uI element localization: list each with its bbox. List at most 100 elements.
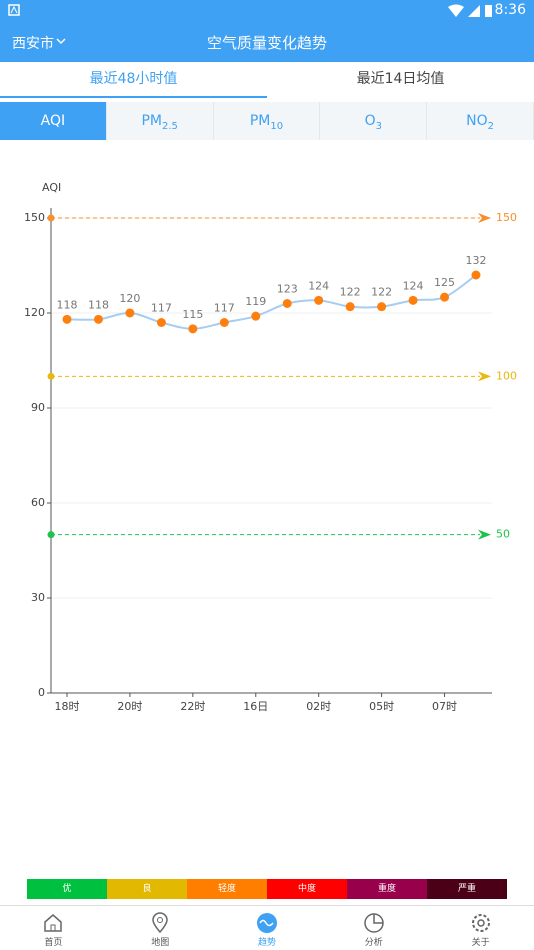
pollutant-tab[interactable]: PM2.5 [107,102,214,140]
pollutant-tab[interactable]: O3 [320,102,428,140]
level-swatch: 中度 [267,879,347,899]
x-tick-label: 20时 [117,700,142,713]
reference-dot [47,214,55,222]
level-swatch: 重度 [347,879,427,899]
status-icons [448,4,492,17]
nav-icon [320,912,427,934]
y-tick-label: 0 [38,686,45,699]
reference-dot [47,531,55,539]
data-label: 120 [119,292,140,305]
period-tab[interactable]: 最近48小时值 [0,62,267,98]
data-label: 117 [151,302,172,315]
nav-item[interactable]: 趋势 [214,906,321,950]
bottom-nav: 首页 地图 趋势 分析 关于 [0,905,534,950]
nav-item[interactable]: 分析 [320,906,427,950]
level-legend: 优良轻度 中度 重度 严重 [27,879,507,899]
reference-label: 150 [496,211,517,224]
data-point [440,292,450,302]
pollutant-tab[interactable]: NO2 [427,102,534,140]
data-point [125,308,135,318]
tab-subscript: 3 [375,120,382,132]
icon [471,914,490,932]
data-label: 119 [245,295,266,308]
tab-label: PM [249,113,271,129]
tab-label: O [364,113,376,129]
data-point [93,314,103,324]
reference-arrow [478,371,491,382]
y-tick-label: 60 [31,496,45,509]
nav-label: 关于 [471,938,490,948]
y-axis-label: AQI [42,181,61,194]
data-label: 132 [466,254,487,267]
pollutant-tabs: AQI PM2.5 PM10 O3 NO2 [0,102,534,140]
x-tick-label: 02时 [306,700,331,713]
y-tick-label: 150 [24,211,45,224]
data-label: 122 [371,286,392,299]
pollutant-tab[interactable]: AQI [0,102,107,140]
nav-icon [107,912,214,934]
tab-subscript: 2 [487,120,495,132]
nav-item[interactable]: 地图 [107,906,214,950]
dropdown-icon [56,38,66,45]
level-swatch: 良 [107,879,187,899]
data-label: 115 [182,308,203,321]
nav-item[interactable]: 关于 [427,906,534,950]
data-point [188,324,198,334]
data-point [314,295,324,305]
nav-icon [0,912,107,934]
app-icon [8,4,20,16]
y-tick-label: 120 [24,306,45,319]
data-label: 124 [403,279,424,292]
data-point [219,318,229,327]
tab-label: NO [466,113,488,129]
data-point [345,302,355,312]
reference-arrow [478,529,491,540]
level-swatch: 严重 [427,879,507,899]
level-swatch: 轻度 [187,879,267,899]
nav-item[interactable]: 首页 [0,906,107,950]
data-point [377,302,387,312]
x-tick-label: 18时 [55,700,80,713]
data-label: 123 [277,283,298,296]
level-swatch: 优 [27,879,107,899]
page-title: 空气质量变化趋势 [206,34,327,52]
y-tick-label: 90 [31,401,45,414]
x-tick-label: 16日 [243,700,268,713]
city-selector[interactable]: 西安市 [12,36,54,52]
period-tabs: 最近48小时值 最近14日均值 [0,62,534,98]
nav-label: 地图 [151,938,170,948]
x-tick-label: 05时 [369,700,394,713]
data-point [62,314,72,324]
x-tick-label: 07时 [432,700,457,713]
period-tab[interactable]: 最近14日均值 [356,71,445,87]
data-label: 118 [88,298,109,311]
nav-label: 分析 [364,938,383,948]
reference-dot [47,372,55,380]
reference-arrow [478,213,491,223]
tab-label: PM [141,113,162,129]
y-tick-label: 30 [31,591,45,604]
x-tick-label: 22时 [180,700,205,713]
reference-label: 100 [496,369,517,382]
data-point [156,318,166,327]
data-point [282,299,292,308]
data-label: 122 [340,286,361,299]
data-point [408,295,418,305]
data-label: 117 [214,302,235,315]
data-label: 118 [57,298,78,311]
data-label: 125 [434,276,455,289]
pollutant-tab[interactable]: PM10 [214,102,321,140]
data-point [251,311,261,321]
reference-label: 50 [496,528,510,541]
data-point [471,270,481,280]
icon [256,913,277,933]
icon [44,914,63,932]
nav-label: 首页 [44,938,63,948]
status-bar: 8:36 [0,0,534,22]
nav-label: 趋势 [257,938,276,948]
clock: 8:36 [494,2,526,18]
icon [152,912,168,934]
data-label: 124 [308,279,329,292]
nav-icon [427,912,534,934]
